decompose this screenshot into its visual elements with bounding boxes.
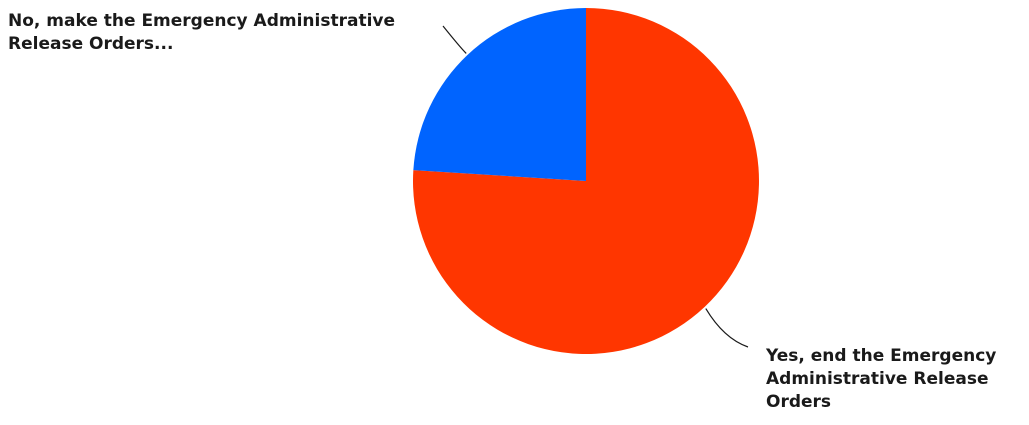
- slice-label-yes: Yes, end the Emergency Administrative Re…: [766, 346, 997, 412]
- leader-lines: [442, 25, 749, 348]
- pie-slices: [412, 8, 759, 355]
- leader-line-0: [705, 308, 749, 348]
- pie-slice-1: [413, 8, 586, 181]
- leader-line-1: [442, 25, 467, 54]
- pie-slice-0: [412, 8, 759, 355]
- slice-label-no: No, make the Emergency Administrative Re…: [8, 11, 396, 54]
